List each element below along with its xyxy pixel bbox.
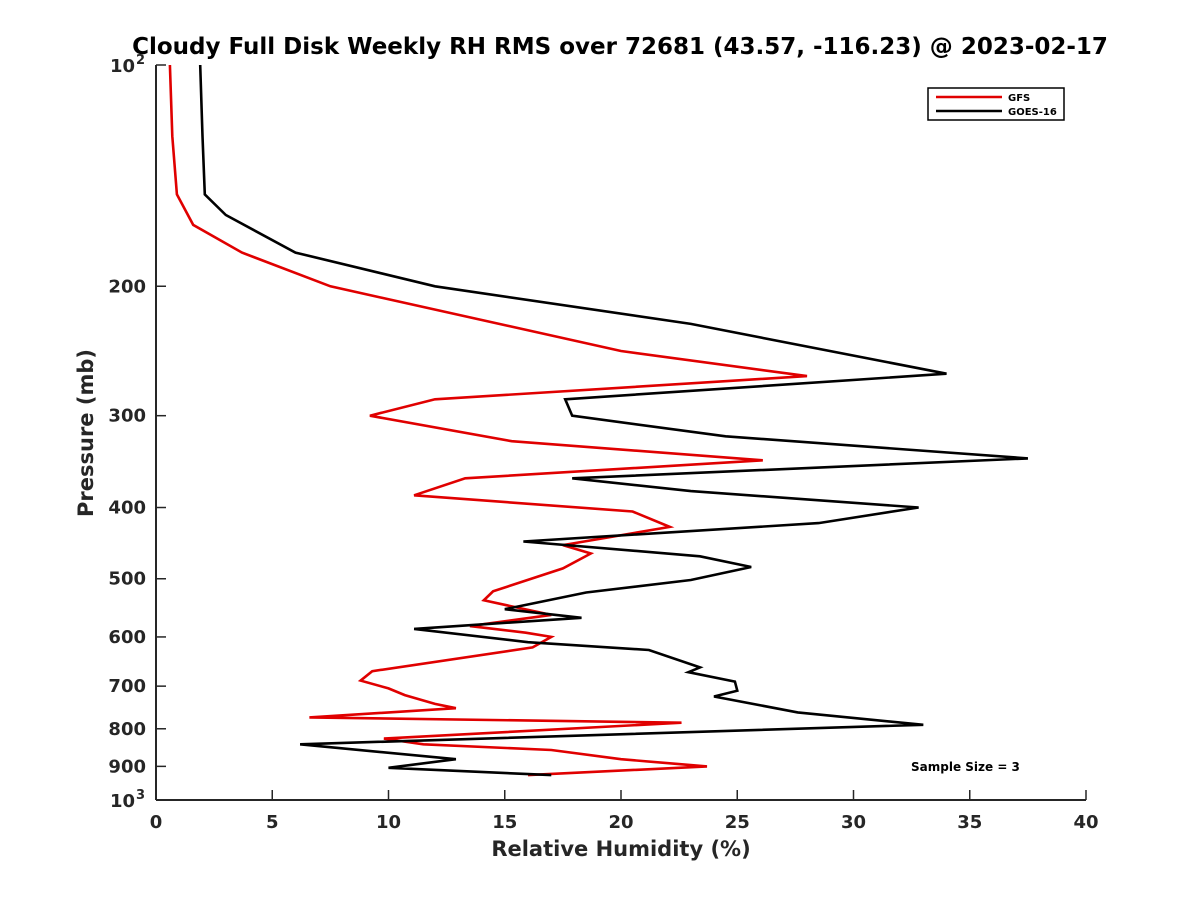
y-tick-label: 600 [108,627,146,648]
y-tick-label-base: 10 [110,56,135,77]
x-axis-label: Relative Humidity (%) [491,837,750,861]
legend-label-goes16: GOES-16 [1008,107,1057,118]
x-axis-ticks: 0 5 10 15 20 25 30 35 40 [150,790,1099,833]
sample-size-annotation: Sample Size = 3 [911,760,1020,774]
y-tick-label: 200 [108,276,146,297]
x-tick-label: 15 [492,812,517,833]
y-tick-label-base: 10 [110,791,135,812]
chart-title: Cloudy Full Disk Weekly RH RMS over 7268… [132,34,1108,60]
x-tick-label: 10 [376,812,401,833]
series-line-gfs [168,64,808,777]
y-tick-label: 900 [108,756,146,777]
series-layer [168,64,1028,777]
legend: GFS GOES-16 [927,87,1065,121]
y-tick-label: 300 [108,406,146,427]
legend-label-gfs: GFS [1008,93,1030,104]
y-tick-label: 400 [108,498,146,519]
x-tick-label: 35 [957,812,982,833]
y-tick-label-exponent: 3 [136,788,145,803]
y-tick-label: 800 [108,719,146,740]
y-tick-label: 500 [108,569,146,590]
x-tick-label: 30 [841,812,866,833]
x-tick-label: 0 [150,812,163,833]
legend-box [927,87,1065,121]
y-tick-label: 700 [108,676,146,697]
x-tick-label: 20 [608,812,633,833]
x-tick-label: 25 [725,812,750,833]
y-axis-label: Pressure (mb) [74,349,98,517]
series-line-goes-16 [198,64,1028,777]
x-tick-label: 40 [1073,812,1098,833]
x-tick-label: 5 [266,812,279,833]
y-tick-label-exponent: 2 [136,53,145,68]
